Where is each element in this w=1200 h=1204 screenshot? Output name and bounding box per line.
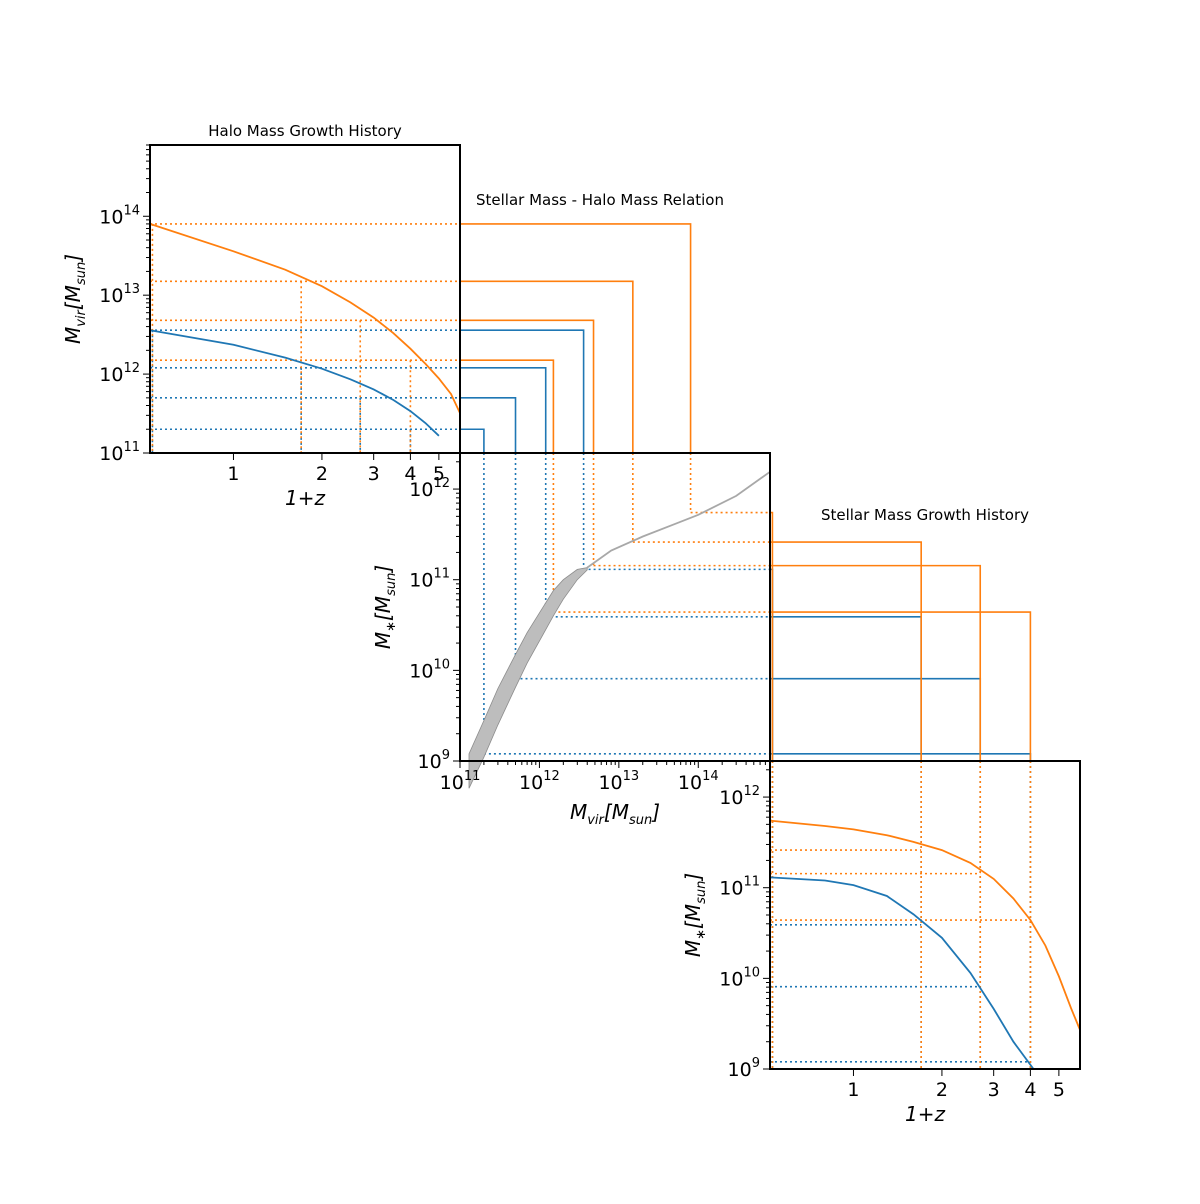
halo-y-tick-label: 1013 xyxy=(99,282,140,307)
smhm-x-tick-label: 1011 xyxy=(440,769,481,794)
stellar-link-bend xyxy=(770,615,922,761)
smhm-y-tick-label: 1011 xyxy=(409,567,450,592)
smhm-x-tick-label: 1013 xyxy=(598,769,639,794)
stellar-y-tick-label: 1010 xyxy=(719,965,760,990)
smhm-link-bend xyxy=(460,223,692,453)
stellar-blue-series-line xyxy=(769,876,1035,1070)
smhm-link-bend xyxy=(460,397,517,453)
stellar-y-tick-label: 1011 xyxy=(719,875,760,900)
stellar-chart-title: Stellar Mass Growth History xyxy=(821,506,1029,524)
stellar-panel: 109 1010 1011 1012 1 2 3 4 5 Stellar Mass Growth … xyxy=(681,506,1081,1126)
smhm-y-axis-label: M∗[Msun] xyxy=(371,565,399,649)
halo-chart-title: Halo Mass Growth History xyxy=(208,122,402,140)
smhm-panel: 109 1010 1011 1012 1011 1012 1013 1014 Stellar M… xyxy=(371,191,771,828)
stellar-link-bend xyxy=(770,564,982,761)
halo-panel: 1011 1012 1013 1014 1 2 3 4 5 Halo Mass Growth Hi… xyxy=(61,122,461,510)
stellar-x-tick-label: 2 xyxy=(936,1079,948,1101)
connector-lines xyxy=(150,223,1032,1069)
stellar-x-tick-label: 4 xyxy=(1024,1079,1036,1101)
smhm-link-bend xyxy=(460,428,485,453)
stellar-link-bend xyxy=(770,541,922,761)
smhm-link-bend xyxy=(460,280,634,453)
smhm-link-bend xyxy=(460,367,547,453)
halo-x-axis-label: 1+z xyxy=(285,486,325,510)
stellar-y-axis-label: M∗[Msun] xyxy=(681,873,709,957)
halo-orange-series-line xyxy=(149,223,461,414)
stellar-x-tick-label: 1 xyxy=(847,1079,859,1101)
stellar-axes-frame xyxy=(769,760,1081,1070)
stellar-y-tick-label: 109 xyxy=(728,1056,760,1081)
smhm-link-bend xyxy=(460,319,595,453)
stellar-x-axis-label: 1+z xyxy=(905,1102,945,1126)
smhm-relation-line xyxy=(586,471,771,569)
smhm-chart-title: Stellar Mass - Halo Mass Relation xyxy=(476,191,724,209)
stellar-link-bend xyxy=(770,677,982,761)
halo-x-tick-label: 2 xyxy=(316,463,328,485)
stellar-plot-area xyxy=(770,761,1080,1069)
stellar-y-tick-label: 1012 xyxy=(719,784,760,809)
halo-x-tick-label: 4 xyxy=(404,463,416,485)
stellar-link-bend xyxy=(770,753,1032,761)
smhm-x-axis-label: Mvir[Msun] xyxy=(570,800,660,828)
halo-y-tick-label: 1011 xyxy=(99,440,140,465)
halo-x-tick-label: 1 xyxy=(227,463,239,485)
halo-x-tick-label: 5 xyxy=(433,463,445,485)
smhm-link-bend xyxy=(460,359,555,453)
smhm-y-tick-label: 109 xyxy=(418,748,450,773)
halo-plot-area xyxy=(150,145,460,453)
smhm-axes-frame xyxy=(459,452,771,762)
stellar-x-tick-label: 5 xyxy=(1053,1079,1065,1101)
halo-axes-frame xyxy=(149,144,461,454)
stellar-orange-series-line xyxy=(769,819,1081,1031)
stellar-x-tick-label: 3 xyxy=(988,1079,1000,1101)
smhm-y-tick-label: 1010 xyxy=(409,657,450,682)
smhm-x-tick-label: 1012 xyxy=(519,769,560,794)
halo-blue-series-line xyxy=(149,329,440,437)
halo-y-tick-label: 1012 xyxy=(99,361,140,386)
halo-y-axis-label: Mvir[Msun] xyxy=(61,254,89,344)
smhm-plot-area xyxy=(460,453,770,761)
smhm-y-tick-label: 1012 xyxy=(409,476,450,501)
smhm-link-bend xyxy=(460,329,585,453)
smhm-x-tick-label: 1014 xyxy=(678,769,719,794)
smhm-scatter-band xyxy=(468,567,588,789)
stellar-link-bend xyxy=(770,611,1032,761)
halo-x-tick-label: 3 xyxy=(368,463,380,485)
halo-y-tick-label: 1014 xyxy=(99,203,140,228)
